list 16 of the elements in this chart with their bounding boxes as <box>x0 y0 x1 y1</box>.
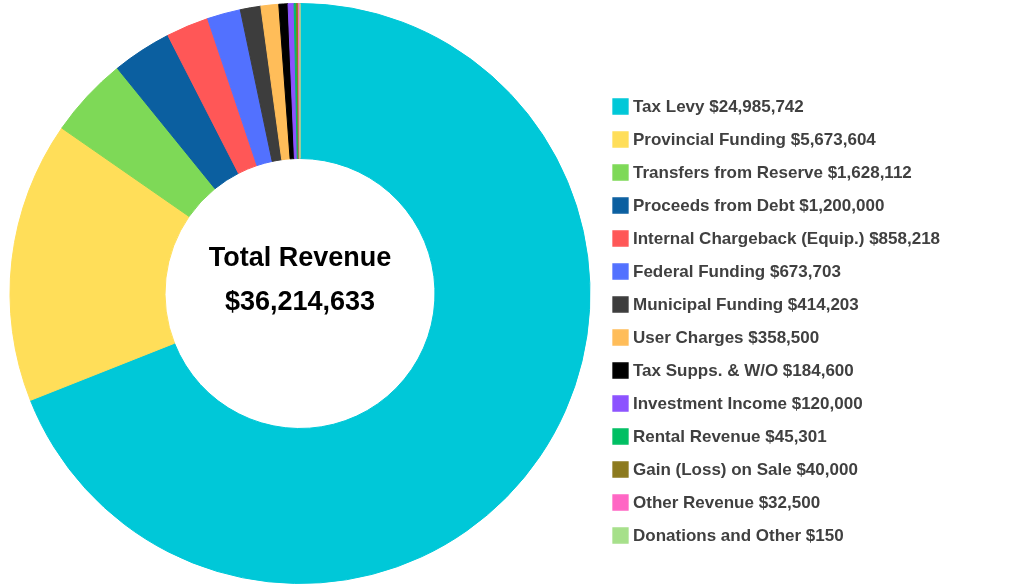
legend-label: Rental Revenue $45,301 <box>633 426 827 446</box>
legend-label: Investment Income $120,000 <box>633 393 863 413</box>
legend-label: User Charges $358,500 <box>633 327 820 347</box>
legend-label: Proceeds from Debt $1,200,000 <box>633 195 885 215</box>
legend-label: Gain (Loss) on Sale $40,000 <box>633 459 858 479</box>
legend-label: Federal Funding $673,703 <box>633 261 841 281</box>
legend-label: Tax Supps. & W/O $184,600 <box>633 360 854 380</box>
legend-label: Donations and Other $150 <box>633 525 844 545</box>
legend-label: Municipal Funding $414,203 <box>633 294 859 314</box>
legend-label: Provincial Funding $5,673,604 <box>633 129 877 149</box>
legend-label: Other Revenue $32,500 <box>633 492 821 512</box>
legend-label: Transfers from Reserve $1,628,112 <box>633 162 912 182</box>
legend-label: Tax Levy $24,985,742 <box>633 96 804 116</box>
legend-label: Internal Chargeback (Equip.) $858,218 <box>633 228 941 248</box>
text: $36,214,633 <box>224 286 376 316</box>
text: Total Revenue <box>208 242 392 272</box>
